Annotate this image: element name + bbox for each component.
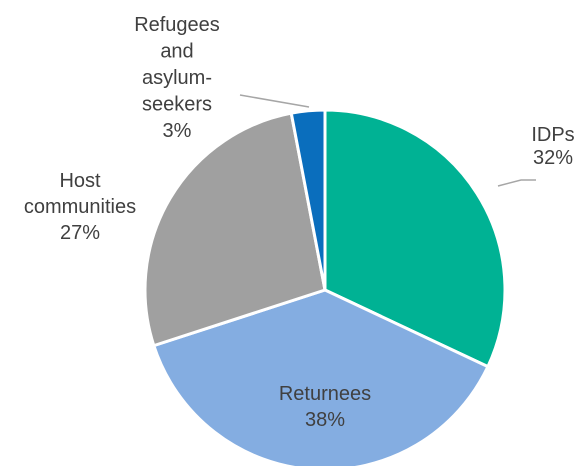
- slice-label-returnees: Returnees 38%: [279, 383, 371, 431]
- leader-line-refugees-and-asylum-seekers: [239, 94, 310, 108]
- slice-label-line: 3%: [163, 120, 192, 142]
- slice-label-line: communities: [24, 196, 136, 218]
- pie-slices: [143, 108, 507, 466]
- slice-label-line: seekers: [142, 94, 212, 116]
- pie-slice-returnees: [152, 288, 490, 466]
- slice-label-line: asylum-: [142, 67, 212, 89]
- slice-label-line: 27%: [60, 222, 100, 244]
- slice-label-line: Returnees: [279, 383, 371, 405]
- slice-labels: IDPs 32% Returnees 38% Host communities 27% Ref…: [24, 14, 575, 431]
- slice-label-line: Refugees: [134, 14, 220, 36]
- slice-label-line: IDPs: [531, 124, 574, 146]
- slice-label-idps: IDPs 32%: [531, 124, 574, 169]
- pie-slice-refugees-and-asylum-seekers: [289, 108, 327, 292]
- leader-lines: [239, 94, 536, 187]
- slice-label-host-communities: Host communities 27%: [24, 170, 136, 244]
- slice-label-line: 38%: [305, 409, 345, 431]
- pie-slice-idps: [323, 108, 507, 369]
- slice-label-line: and: [160, 41, 193, 63]
- leader-line-idps: [497, 179, 536, 187]
- slice-label-line: 32%: [533, 147, 573, 169]
- slice-label-line: Host: [59, 170, 101, 192]
- slice-label-refugees-and-asylum-seekers: Refugees and asylum-seekers 3%: [134, 14, 220, 142]
- pie-slice-host-communities: [143, 111, 327, 348]
